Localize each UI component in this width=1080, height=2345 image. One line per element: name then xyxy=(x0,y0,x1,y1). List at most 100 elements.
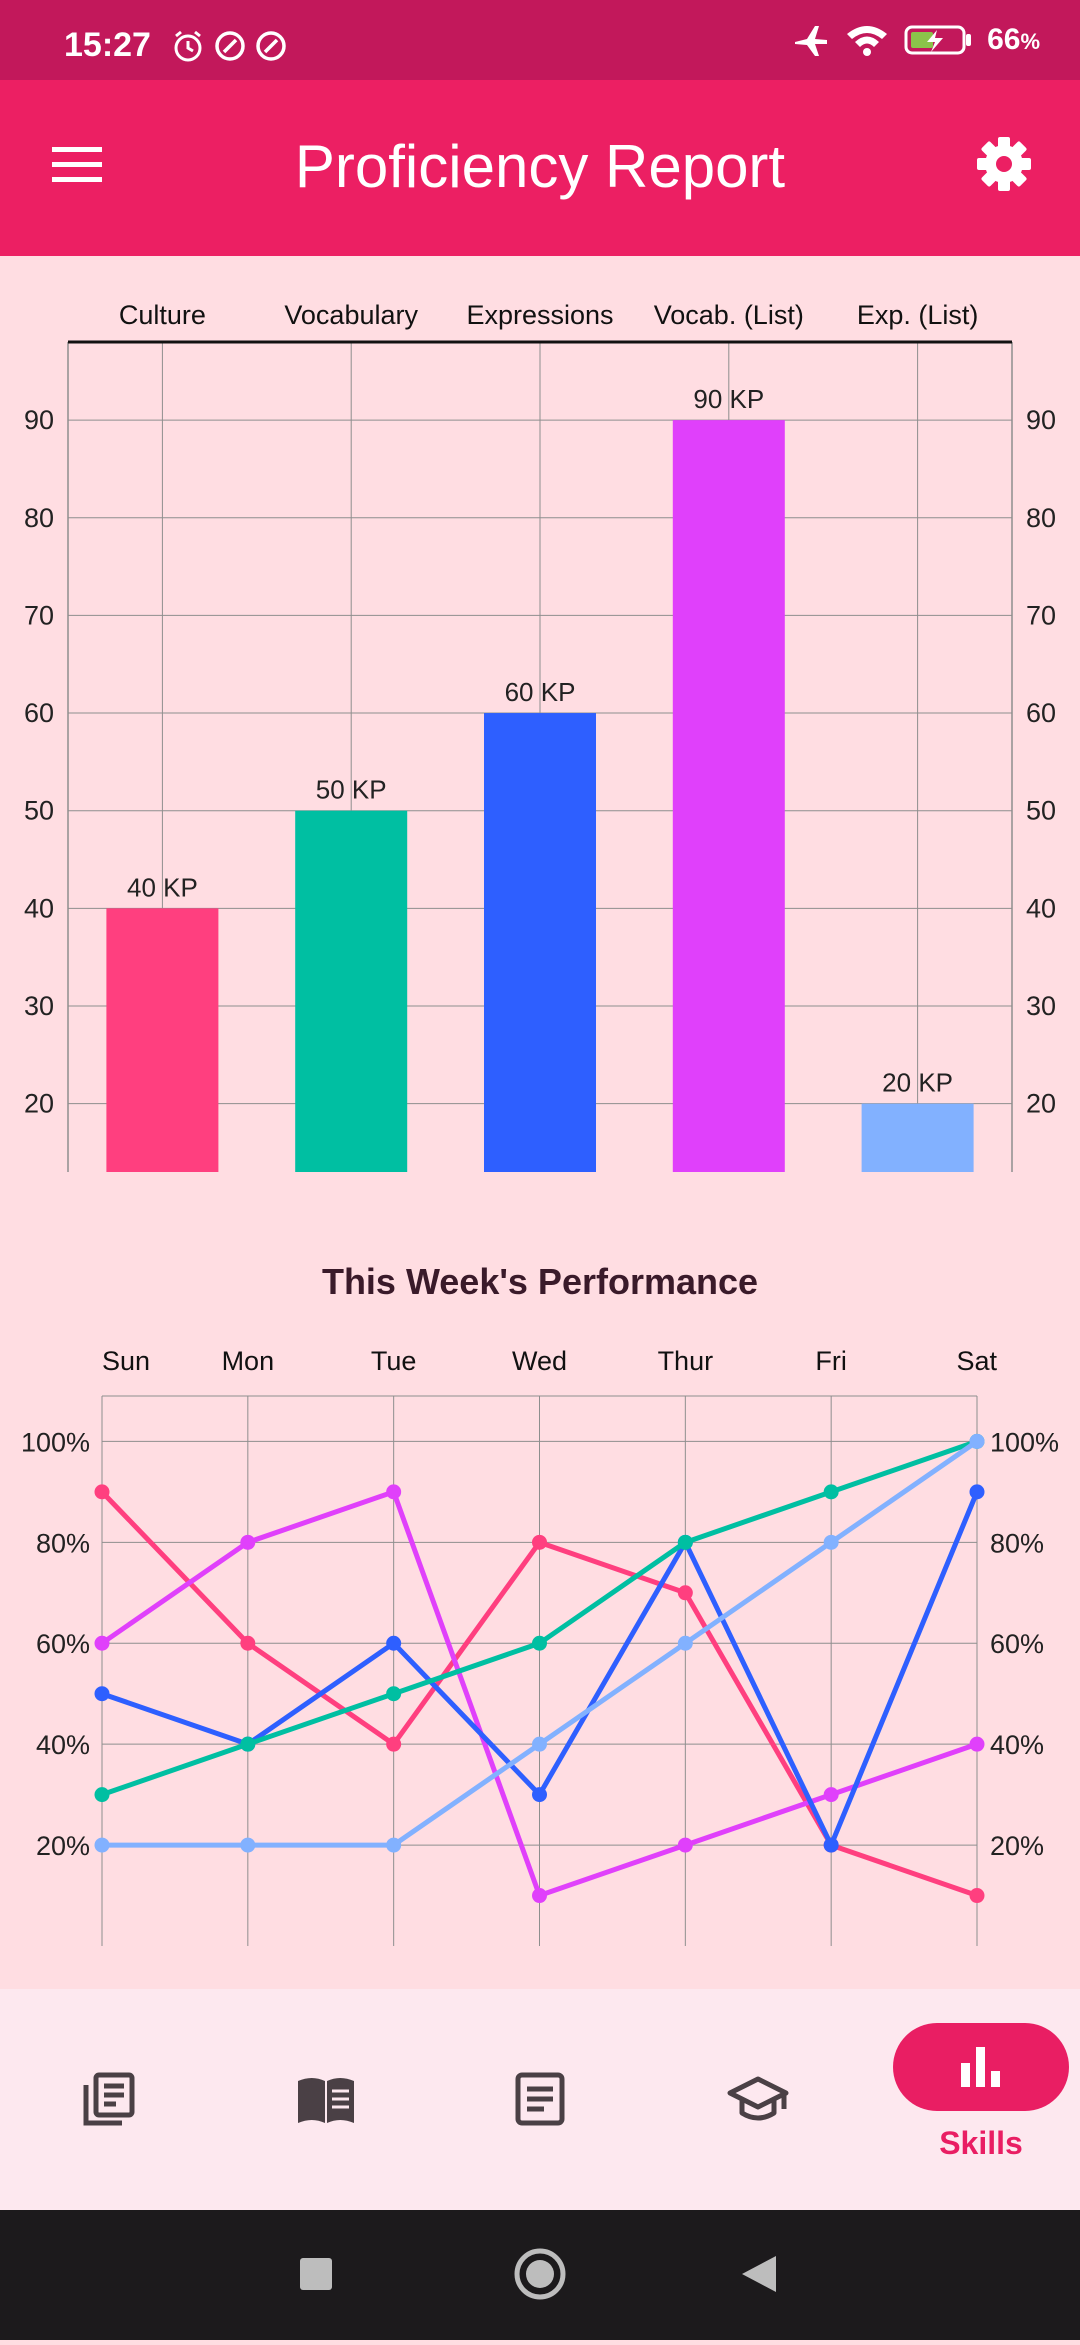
status-right-icons: 66% xyxy=(791,22,1040,58)
line-point xyxy=(823,1484,839,1500)
notes-stack-icon xyxy=(83,2072,135,2126)
line-point xyxy=(677,1585,693,1601)
line-chart-title: This Week's Performance xyxy=(322,1261,758,1302)
bar-chart-left-tick-label: 70 xyxy=(24,600,54,630)
bar-chart-left-tick-label: 20 xyxy=(24,1089,54,1119)
line-chart-x-label: Tue xyxy=(371,1346,417,1376)
line-chart-x-label: Sat xyxy=(956,1346,997,1376)
line-chart-right-tick-label: 60% xyxy=(990,1629,1044,1659)
page-title: Proficiency Report xyxy=(294,133,786,200)
recents-square-icon[interactable] xyxy=(300,2258,332,2290)
line-point xyxy=(240,1736,256,1752)
line-point xyxy=(94,1787,110,1803)
line-chart-x-label: Fri xyxy=(815,1346,846,1376)
nav-item-book[interactable] xyxy=(216,1989,432,2210)
bar-chart-left-tick-label: 40 xyxy=(24,893,54,923)
data-saver-icon xyxy=(215,31,245,61)
line-chart-x-label: Thur xyxy=(658,1346,714,1376)
gear-icon xyxy=(977,137,1031,191)
bar-chart-left-tick-label: 90 xyxy=(24,405,54,435)
line-point xyxy=(240,1635,256,1651)
settings-button[interactable] xyxy=(972,132,1036,196)
bar-value-label: 90 KP xyxy=(693,384,764,414)
line-chart-right-tick-label: 40% xyxy=(990,1730,1044,1760)
bar xyxy=(484,713,596,1172)
article-icon xyxy=(515,2072,565,2126)
graduation-cap-icon xyxy=(727,2076,789,2121)
data-saver-icon xyxy=(256,31,286,61)
status-left-icons xyxy=(170,28,290,69)
bar-value-label: 60 KP xyxy=(505,677,576,707)
bar xyxy=(861,1103,974,1172)
bar-chart-right-tick-label: 60 xyxy=(1026,698,1056,728)
line-point xyxy=(823,1787,839,1803)
bar-chart-right-tick-label: 90 xyxy=(1026,405,1056,435)
line-point xyxy=(532,1534,547,1550)
bar-chart: 20 20 30 30 40 40 50 50 60 60 70 70 80 80 90 90 40 KP Cul… xyxy=(24,300,1056,1172)
nav-item-article[interactable] xyxy=(432,1989,648,2210)
line-chart-x-label: Mon xyxy=(222,1346,275,1376)
app-bar: Proficiency Report xyxy=(0,80,1080,256)
bar xyxy=(672,420,785,1172)
bar-category-label: Vocab. (List) xyxy=(654,300,804,330)
line-point xyxy=(677,1635,693,1651)
line-point xyxy=(94,1837,110,1853)
line-point xyxy=(386,1484,402,1500)
line-point xyxy=(240,1837,256,1853)
line-point xyxy=(969,1736,985,1752)
line-point xyxy=(823,1837,839,1853)
bar-category-label: Expressions xyxy=(466,300,613,330)
nav-item-notes[interactable] xyxy=(0,1989,216,2210)
line-chart-right-tick-label: 80% xyxy=(990,1528,1044,1558)
nav-item-learning[interactable] xyxy=(648,1989,864,2210)
battery-charging-icon xyxy=(904,25,972,55)
status-time: 15:27 xyxy=(64,26,151,64)
line-point xyxy=(677,1837,693,1853)
home-circle-icon[interactable] xyxy=(514,2248,566,2300)
wifi-icon xyxy=(847,26,888,56)
line-point xyxy=(532,1888,547,1904)
nav-label-skills[interactable]: Skills xyxy=(939,2125,1023,2161)
line-chart-left-tick-label: 80% xyxy=(36,1528,90,1558)
line-chart-left-tick-label: 20% xyxy=(36,1831,90,1861)
line-point xyxy=(532,1736,547,1752)
bar-category-label: Vocabulary xyxy=(284,300,418,330)
menu-icon xyxy=(52,147,102,182)
line-point xyxy=(386,1837,402,1853)
line-chart-right-tick-label: 100% xyxy=(990,1427,1059,1457)
line-point xyxy=(94,1484,110,1500)
menu-button[interactable] xyxy=(44,132,108,196)
line-point xyxy=(386,1686,402,1702)
line-point xyxy=(532,1635,547,1651)
status-bar: 15:27 66% xyxy=(0,0,1080,80)
bar-value-label: 20 KP xyxy=(882,1068,953,1098)
line-chart-left-tick-label: 100% xyxy=(21,1427,90,1457)
back-triangle-icon[interactable] xyxy=(742,2256,776,2292)
bar xyxy=(106,908,219,1172)
bar-chart-right-tick-label: 40 xyxy=(1026,893,1056,923)
bar-chart-right-tick-label: 30 xyxy=(1026,991,1056,1021)
line-point xyxy=(969,1433,985,1449)
line-point xyxy=(969,1484,985,1500)
line-chart-left-tick-label: 40% xyxy=(36,1730,90,1760)
bar-chart-right-tick-label: 50 xyxy=(1026,796,1056,826)
line-point xyxy=(240,1534,256,1550)
bar-chart-left-tick-label: 80 xyxy=(24,503,54,533)
bar-value-label: 50 KP xyxy=(316,775,387,805)
bar-chart-right-tick-label: 20 xyxy=(1026,1089,1056,1119)
line-point xyxy=(677,1534,693,1550)
line-point xyxy=(386,1635,402,1651)
bottom-navigation: Skills xyxy=(0,1989,1080,2210)
line-point xyxy=(969,1888,985,1904)
bar-chart-left-tick-label: 50 xyxy=(24,796,54,826)
line-point xyxy=(94,1635,110,1651)
line-point xyxy=(94,1686,110,1702)
bar-chart-right-tick-label: 80 xyxy=(1026,503,1056,533)
line-chart-right-tick-label: 20% xyxy=(990,1831,1044,1861)
line-point xyxy=(823,1534,839,1550)
line-point xyxy=(532,1787,547,1803)
bar-chart-left-tick-label: 30 xyxy=(24,991,54,1021)
line-chart-left-tick-label: 60% xyxy=(36,1629,90,1659)
nav-active-indicator[interactable] xyxy=(893,2023,1069,2111)
line-chart-x-label: Wed xyxy=(512,1346,567,1376)
